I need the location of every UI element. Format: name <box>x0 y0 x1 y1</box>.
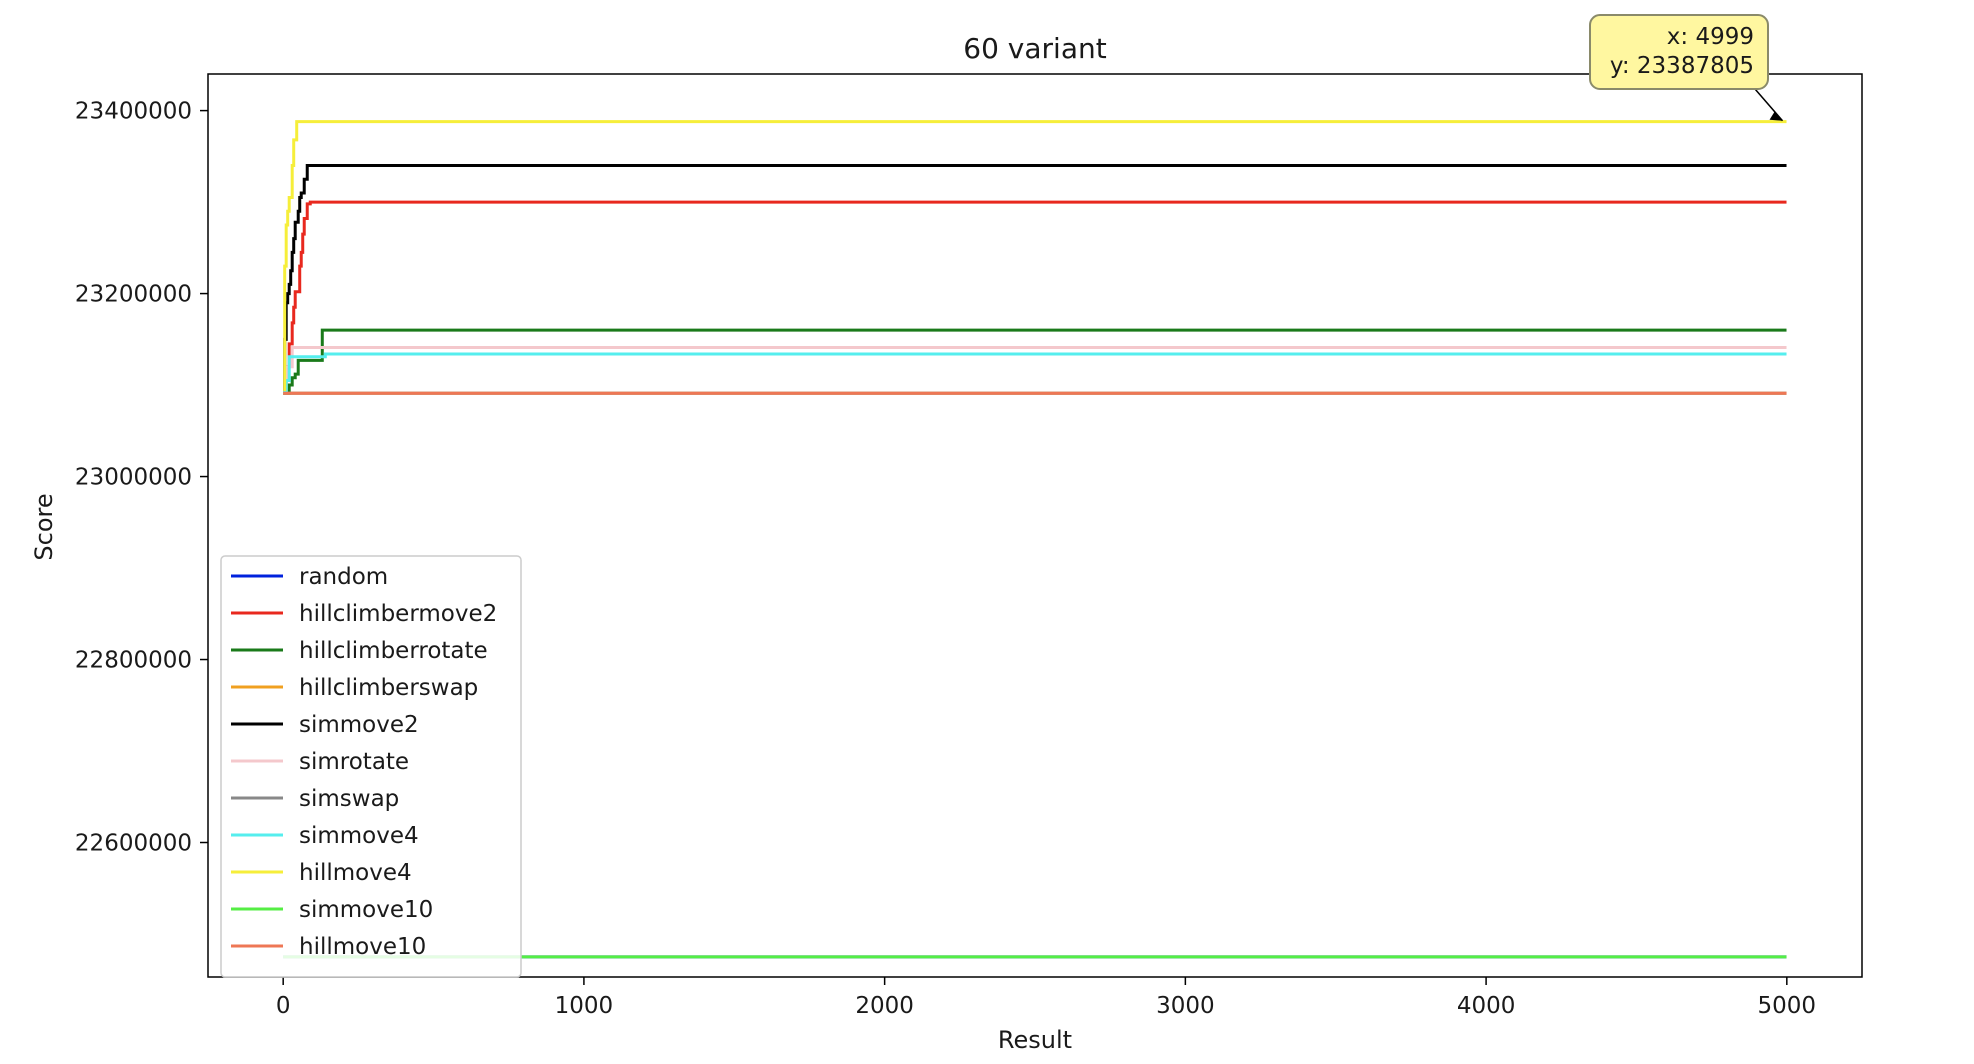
legend-label: hillclimberswap <box>299 675 478 701</box>
x-tick-label: 4000 <box>1457 993 1516 1019</box>
series-line-4 <box>283 163 1787 394</box>
x-axis-label: Result <box>998 1026 1072 1054</box>
legend-label: hillmove10 <box>299 934 426 960</box>
legend-label: simswap <box>299 786 399 812</box>
x-axis-ticks: 0 1000 2000 3000 4000 5000 <box>276 977 1816 1019</box>
chart-title: 60 variant <box>963 32 1106 65</box>
tooltip-box <box>1589 14 1769 90</box>
legend-label: random <box>299 564 388 590</box>
y-tick-label: 23400000 <box>75 99 192 125</box>
y-tick-label: 23200000 <box>75 282 192 308</box>
y-axis-label: Score <box>30 493 58 560</box>
tooltip-arrow <box>1754 88 1784 122</box>
y-tick-label: 22600000 <box>75 831 192 857</box>
y-tick-label: 22800000 <box>75 648 192 674</box>
legend-label: simmove4 <box>299 823 419 849</box>
y-axis-ticks: 22600000 22800000 23000000 23200000 23400000 <box>75 99 208 857</box>
y-tick-label: 23000000 <box>75 465 192 491</box>
legend-box <box>220 555 522 978</box>
tooltip-y-value: y: 23387805 <box>1610 53 1754 79</box>
x-tick-label: 2000 <box>855 993 914 1019</box>
x-tick-label: 3000 <box>1156 993 1215 1019</box>
legend-label: simrotate <box>299 749 409 775</box>
series-line-7 <box>283 352 1787 394</box>
legend: random hillclimbermove2 hillclimberrotate h… <box>220 555 522 978</box>
legend-label: simmove10 <box>299 897 433 923</box>
tooltip-arrow-head <box>1769 111 1783 121</box>
legend-label: hillmove4 <box>299 860 412 886</box>
x-tick-label: 1000 <box>555 993 614 1019</box>
series-line-1 <box>283 200 1787 394</box>
legend-label: simmove2 <box>299 712 419 738</box>
series-line-2 <box>283 328 1787 395</box>
data-tooltip: x: 4999 y: 23387805 <box>1589 14 1784 122</box>
tooltip-x-value: x: 4999 <box>1667 24 1754 50</box>
x-tick-label: 5000 <box>1758 993 1817 1019</box>
legend-label: hillclimberrotate <box>299 638 488 664</box>
plot-frame <box>207 73 1863 978</box>
series-layer <box>283 120 1787 959</box>
series-line-8 <box>283 120 1787 392</box>
legend-label: hillclimbermove2 <box>299 601 497 627</box>
x-tick-label: 0 <box>276 993 291 1019</box>
